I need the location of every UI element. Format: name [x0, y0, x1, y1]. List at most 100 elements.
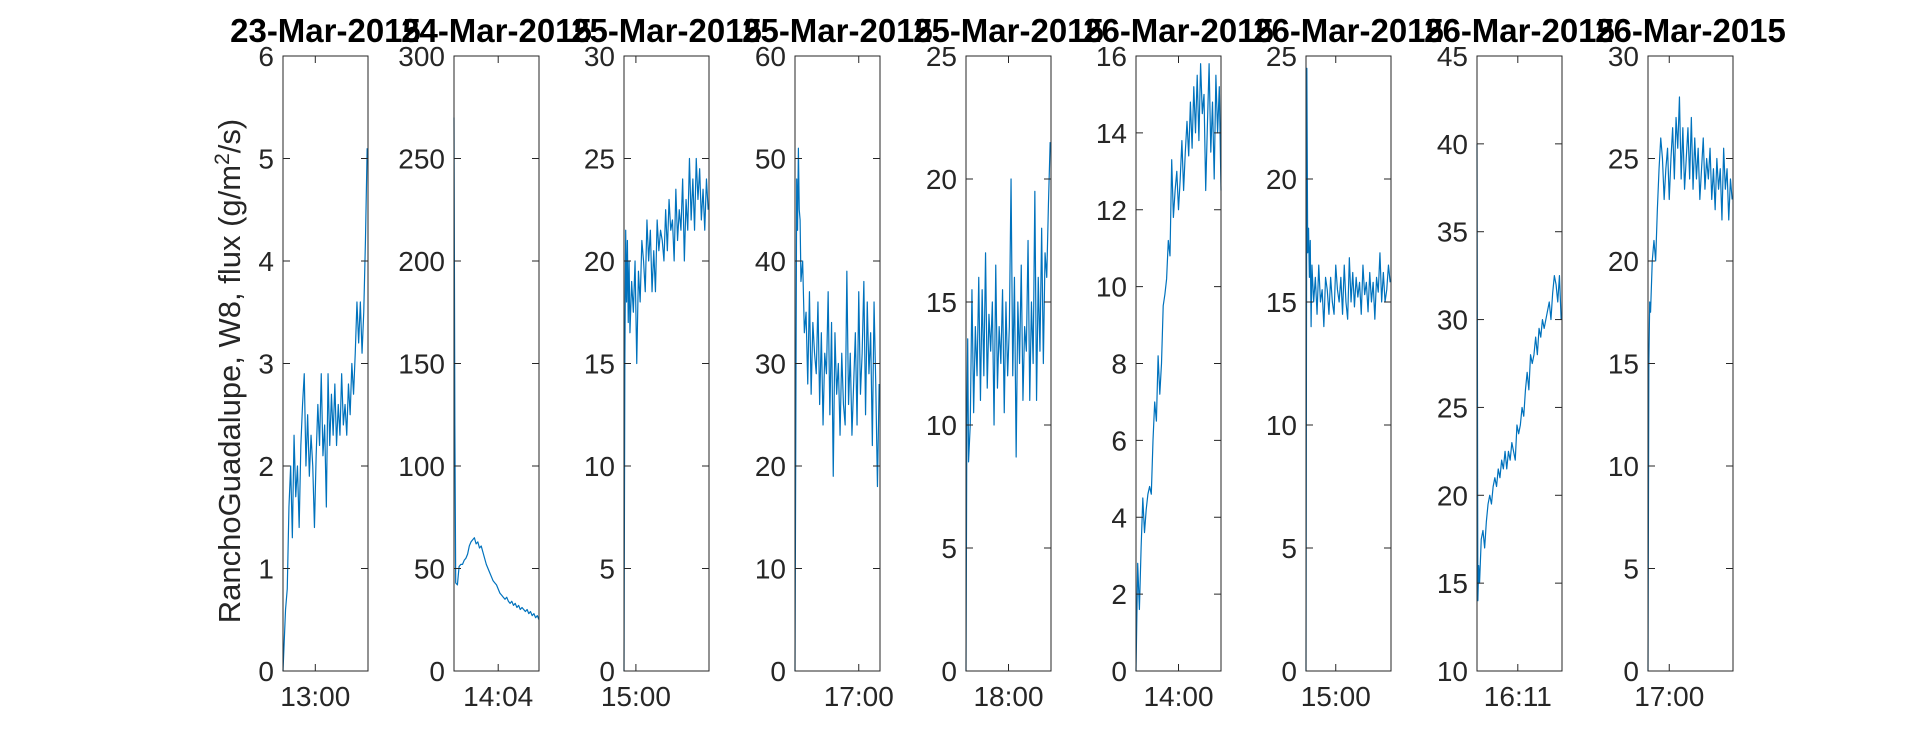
y-tick-label: 0 [1111, 656, 1127, 687]
y-tick-label: 30 [1437, 305, 1468, 336]
y-tick-label: 10 [755, 554, 786, 585]
y-tick-label: 5 [1281, 533, 1297, 564]
series-line [1647, 96, 1733, 672]
y-tick-label: 0 [1623, 656, 1639, 687]
subplot-2: 0 50 100 150 200 250 300 14:04 24-Mar-2015 [398, 12, 592, 712]
y-tick-label: 10 [926, 410, 957, 441]
y-tick-label: 0 [258, 656, 274, 687]
y-tick-label: 6 [1111, 425, 1127, 456]
y-axis-label-main: RanchoGuadalupe, W8, flux (g/m [212, 165, 247, 623]
y-tick-label: 20 [1266, 164, 1297, 195]
subplot-title: 25-Mar-2015 [742, 12, 933, 49]
x-tick-label: 18:00 [973, 681, 1043, 712]
y-tick-label: 15 [926, 287, 957, 318]
subplot-1: 0 1 2 3 4 5 6 13:00 23-Mar-2015 [230, 12, 421, 712]
y-tick-label: 10 [1266, 410, 1297, 441]
y-tick-label: 16 [1096, 41, 1127, 72]
y-tick-label: 10 [1096, 272, 1127, 303]
axes-box [1135, 55, 1222, 672]
y-tick-label: 100 [398, 451, 445, 482]
series-line [965, 142, 1051, 672]
x-tick-label: 15:00 [1301, 681, 1371, 712]
subplot-title: 25-Mar-2015 [913, 12, 1104, 49]
y-axis-label-end: /s) [212, 119, 247, 153]
series-line [794, 147, 880, 672]
y-tick-label: 25 [584, 144, 615, 175]
axes-box [1305, 55, 1392, 672]
y-tick-label: 60 [755, 41, 786, 72]
y-axis-label-superscript: 2 [211, 153, 234, 165]
subplot-title: 26-Mar-2015 [1083, 12, 1274, 49]
series-line [623, 157, 709, 672]
subplot-title: 26-Mar-2015 [1424, 12, 1615, 49]
y-tick-label: 6 [258, 41, 274, 72]
y-tick-label: 4 [1111, 502, 1127, 533]
x-tick-label: 17:00 [1634, 681, 1704, 712]
y-tick-label: 0 [770, 656, 786, 687]
y-tick-label: 30 [755, 349, 786, 380]
subplot-title: 26-Mar-2015 [1253, 12, 1444, 49]
y-tick-label: 30 [1608, 41, 1639, 72]
x-tick-label: 16:11 [1484, 681, 1552, 712]
subplot-title: 26-Mar-2015 [1595, 12, 1786, 49]
subplot-4: 0 10 20 30 40 50 60 17:00 25-Mar-2015 [742, 12, 933, 712]
y-tick-label: 15 [584, 349, 615, 380]
y-tick-label: 2 [258, 451, 274, 482]
y-tick-label: 300 [398, 41, 445, 72]
y-tick-label: 250 [398, 144, 445, 175]
y-tick-label: 25 [1437, 392, 1468, 423]
y-tick-label: 5 [1623, 554, 1639, 585]
y-tick-label: 5 [258, 144, 274, 175]
series-line [282, 148, 368, 672]
y-tick-label: 25 [1266, 41, 1297, 72]
y-tick-label: 40 [1437, 129, 1468, 160]
series-line [1305, 67, 1391, 672]
y-tick-label: 50 [414, 554, 445, 585]
y-tick-label: 30 [584, 41, 615, 72]
x-tick-label: 15:00 [601, 681, 671, 712]
y-tick-label: 5 [941, 533, 957, 564]
y-tick-label: 0 [599, 656, 615, 687]
subplot-9: 0 5 10 15 20 25 30 17:00 26-Mar-2015 [1595, 12, 1786, 712]
y-tick-label: 0 [1281, 656, 1297, 687]
y-tick-label: 50 [755, 144, 786, 175]
x-tick-label: 14:00 [1143, 681, 1213, 712]
y-tick-label: 4 [258, 246, 274, 277]
x-tick-label: 14:04 [463, 681, 533, 712]
series-line [1476, 143, 1562, 602]
y-tick-label: 25 [926, 41, 957, 72]
y-tick-label: 15 [1266, 287, 1297, 318]
subplot-7: 0 5 10 15 20 25 15:00 26-Mar-2015 [1253, 12, 1444, 712]
subplot-5: 0 5 10 15 20 25 18:00 25-Mar-2015 [913, 12, 1104, 712]
series-line [1135, 63, 1222, 672]
y-tick-label: 20 [1437, 480, 1468, 511]
y-tick-label: 200 [398, 246, 445, 277]
y-tick-label: 3 [258, 349, 274, 380]
y-tick-label: 10 [1437, 656, 1468, 687]
y-tick-label: 5 [599, 554, 615, 585]
y-tick-label: 2 [1111, 579, 1127, 610]
x-tick-label: 17:00 [824, 681, 894, 712]
y-tick-label: 15 [1437, 568, 1468, 599]
y-tick-label: 150 [398, 349, 445, 380]
y-tick-label: 45 [1437, 41, 1468, 72]
y-tick-label: 10 [1608, 451, 1639, 482]
y-tick-label: 10 [584, 451, 615, 482]
y-tick-label: 20 [926, 164, 957, 195]
y-tick-label: 40 [755, 246, 786, 277]
y-tick-label: 1 [258, 554, 274, 585]
subplot-title: 25-Mar-2015 [571, 12, 762, 49]
subplot-6: 0 2 4 6 8 10 12 14 16 14:00 26-Mar-2015 [1083, 12, 1274, 712]
y-tick-label: 20 [755, 451, 786, 482]
subplots: 012345613:0023-Mar-201505010015020025030… [230, 12, 1786, 712]
y-tick-label: 0 [941, 656, 957, 687]
y-tick-label: 8 [1111, 349, 1127, 380]
y-tick-label: 25 [1608, 144, 1639, 175]
subplot-8: 10 15 20 25 30 35 40 45 16:11 26-Mar-2015 [1424, 12, 1615, 712]
y-tick-label: 12 [1096, 195, 1127, 226]
y-tick-label: 14 [1096, 118, 1127, 149]
axes-box [1476, 55, 1563, 672]
subplot-title: 24-Mar-2015 [401, 12, 592, 49]
y-tick-label: 20 [584, 246, 615, 277]
